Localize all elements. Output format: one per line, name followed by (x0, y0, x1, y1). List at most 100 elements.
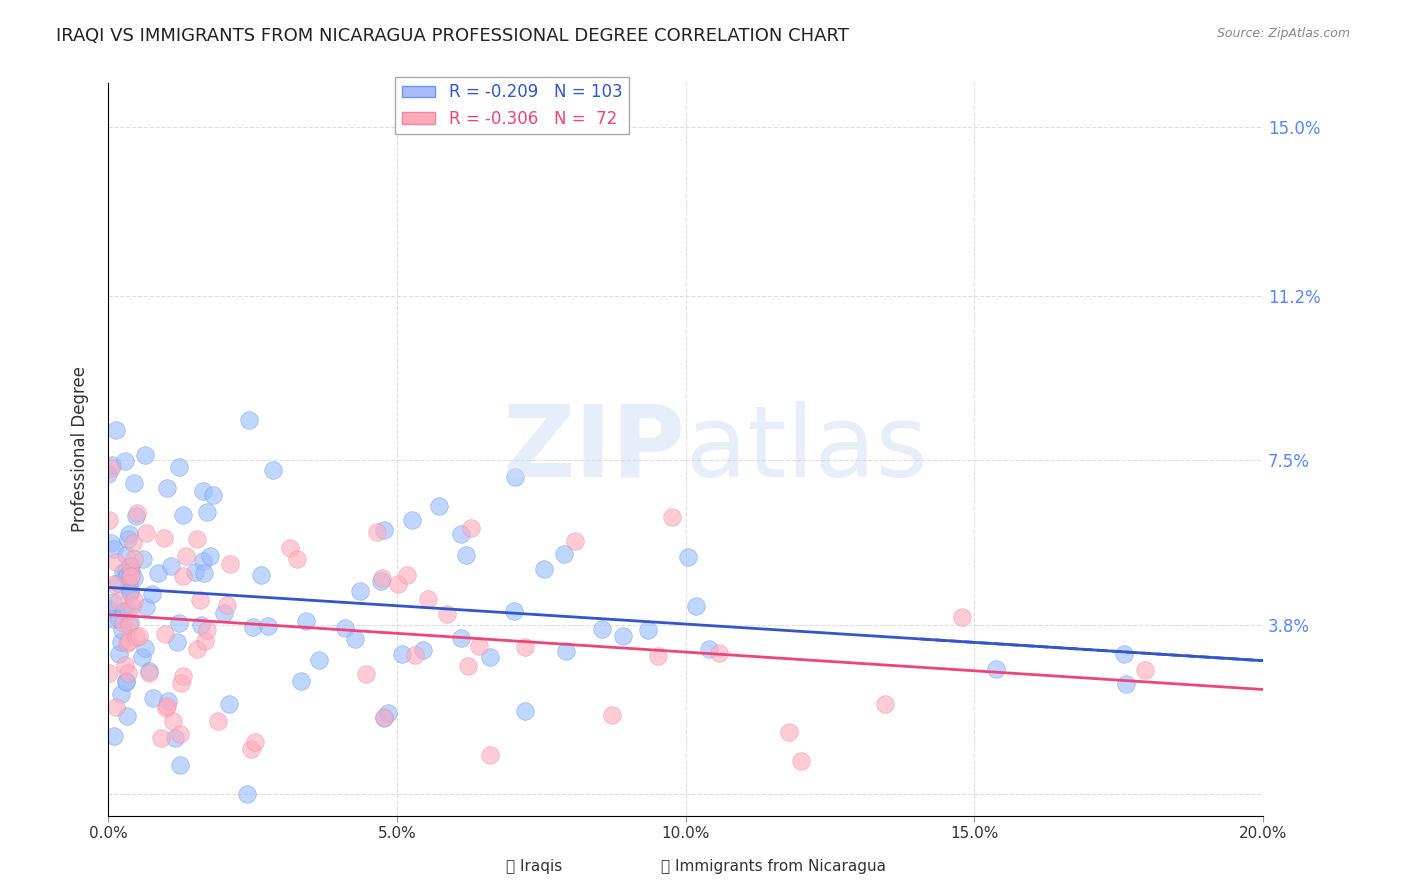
Text: ⬜ Immigrants from Nicaragua: ⬜ Immigrants from Nicaragua (661, 859, 886, 874)
Point (108, 594, 131, 608)
Point (103, 576, 125, 591)
Point (134, 640, 156, 655)
Point (157, 694, 180, 708)
Point (195, 623, 218, 637)
Point (172, 669, 194, 683)
Point (676, 549, 699, 564)
Point (373, 711, 395, 725)
Point (218, 697, 240, 711)
Point (117, 633, 139, 648)
Point (141, 587, 163, 601)
Point (198, 549, 221, 564)
Point (142, 690, 165, 705)
Point (387, 577, 409, 591)
Point (169, 615, 191, 630)
Point (115, 564, 138, 578)
Point (101, 458, 124, 472)
Point (343, 632, 366, 647)
Point (138, 665, 160, 680)
Point (169, 726, 191, 740)
Point (778, 725, 800, 739)
Point (697, 642, 720, 657)
Point (115, 675, 138, 690)
Point (790, 754, 813, 768)
Point (553, 547, 575, 561)
Point (238, 413, 260, 427)
Point (172, 508, 194, 522)
Point (503, 470, 526, 484)
Point (122, 592, 145, 607)
Point (600, 707, 623, 722)
Point (478, 649, 501, 664)
Point (117, 665, 139, 680)
Point (120, 583, 142, 598)
Point (404, 648, 426, 662)
Point (103, 729, 125, 743)
Point (176, 549, 198, 563)
Point (217, 598, 239, 612)
Point (401, 513, 423, 527)
Point (118, 617, 141, 632)
Point (950, 609, 973, 624)
Point (186, 532, 208, 546)
Point (155, 700, 177, 714)
Point (167, 459, 190, 474)
Point (103, 612, 125, 626)
Point (107, 647, 129, 661)
Point (110, 687, 132, 701)
Point (335, 621, 357, 635)
Point (132, 552, 155, 566)
Point (370, 571, 392, 585)
Point (188, 592, 211, 607)
Point (242, 620, 264, 634)
Point (555, 643, 578, 657)
Point (124, 475, 146, 490)
Point (349, 583, 371, 598)
Point (114, 658, 136, 673)
Point (373, 524, 395, 538)
Point (612, 629, 634, 643)
Point (111, 616, 134, 631)
Point (457, 659, 479, 673)
Point (122, 552, 145, 566)
Point (478, 748, 501, 763)
Text: atlas: atlas (686, 401, 927, 498)
Point (195, 506, 218, 520)
Point (201, 488, 224, 502)
Point (111, 623, 134, 637)
Point (637, 623, 659, 637)
Point (984, 662, 1007, 676)
Point (124, 630, 146, 644)
Point (207, 714, 229, 728)
Point (191, 554, 214, 568)
Point (262, 463, 284, 477)
Point (218, 557, 240, 571)
Point (418, 591, 440, 606)
Point (117, 569, 139, 583)
Point (115, 548, 138, 562)
Point (290, 674, 312, 689)
Point (1133, 663, 1156, 677)
Point (118, 586, 141, 600)
Point (124, 570, 146, 584)
Point (377, 706, 399, 720)
Point (104, 555, 127, 569)
Point (427, 499, 450, 513)
Point (118, 615, 141, 629)
Point (120, 558, 142, 573)
Point (212, 607, 235, 621)
Point (308, 653, 330, 667)
Point (124, 509, 146, 524)
Point (117, 532, 139, 546)
Point (370, 574, 392, 588)
Point (502, 604, 524, 618)
Point (450, 631, 472, 645)
Point (661, 509, 683, 524)
Point (564, 533, 586, 548)
Point (135, 600, 157, 615)
Point (120, 564, 142, 578)
Point (285, 552, 308, 566)
Point (117, 603, 139, 617)
Point (134, 448, 156, 462)
Point (513, 704, 536, 718)
